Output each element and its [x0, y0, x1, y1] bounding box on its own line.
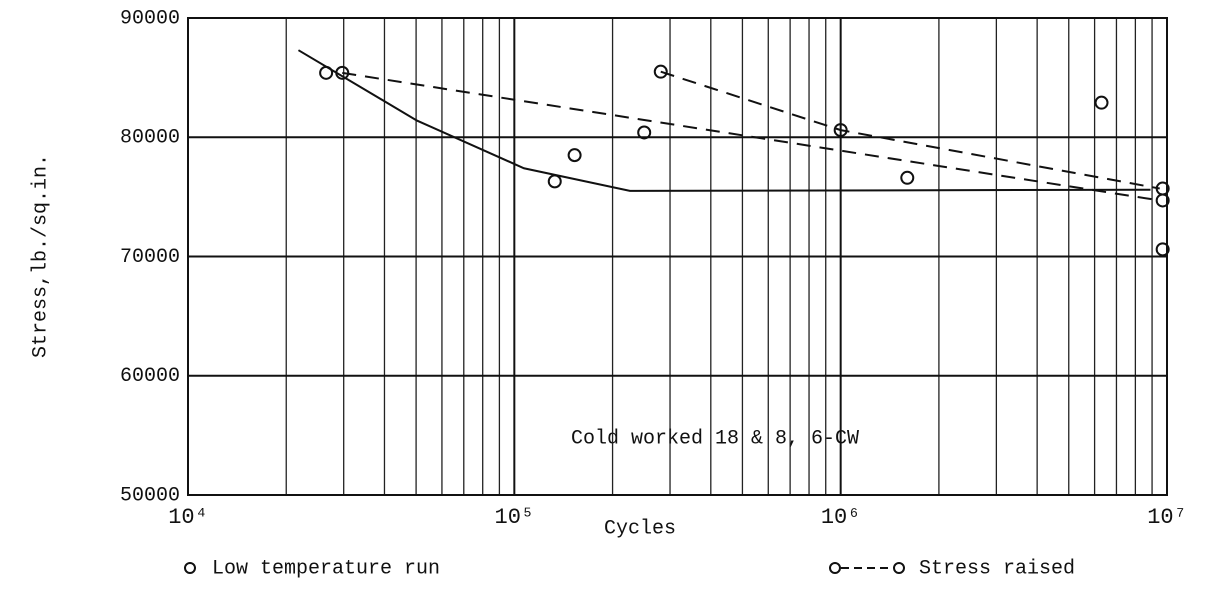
data-point: [1155, 242, 1170, 257]
x-tick-label: 10⁷: [1147, 505, 1187, 530]
data-point: [547, 174, 562, 189]
annotation: Cold worked 18 & 8, 6-CW: [571, 427, 859, 450]
legend-marker: [184, 562, 196, 574]
y-tick-label: 50000: [120, 484, 180, 507]
data-point: [637, 125, 652, 140]
data-point: [833, 123, 848, 138]
solid-line: [297, 49, 1151, 192]
y-tick-label: 60000: [120, 365, 180, 388]
plot-frame: [187, 17, 1168, 496]
data-point: [1094, 95, 1109, 110]
x-axis-label: Cycles: [604, 517, 676, 540]
y-tick-label: 70000: [120, 246, 180, 269]
legend-marker: [829, 562, 841, 574]
y-axis-label: Stress,lb./sq.in.: [29, 154, 52, 358]
legend-label: Low temperature run: [212, 557, 440, 580]
y-tick-label: 90000: [120, 7, 180, 30]
data-point: [900, 170, 915, 185]
data-point: [653, 64, 668, 79]
y-tick-label: 80000: [120, 127, 180, 150]
legend-marker: [893, 562, 905, 574]
data-point: [567, 148, 582, 163]
x-tick-label: 10⁵: [495, 505, 535, 530]
data-point: [1155, 193, 1170, 208]
x-tick-label: 10⁴: [168, 505, 208, 530]
x-tick-label: 10⁶: [821, 505, 861, 530]
dashed-line: [660, 70, 1160, 190]
legend-label: Stress raised: [919, 557, 1075, 580]
